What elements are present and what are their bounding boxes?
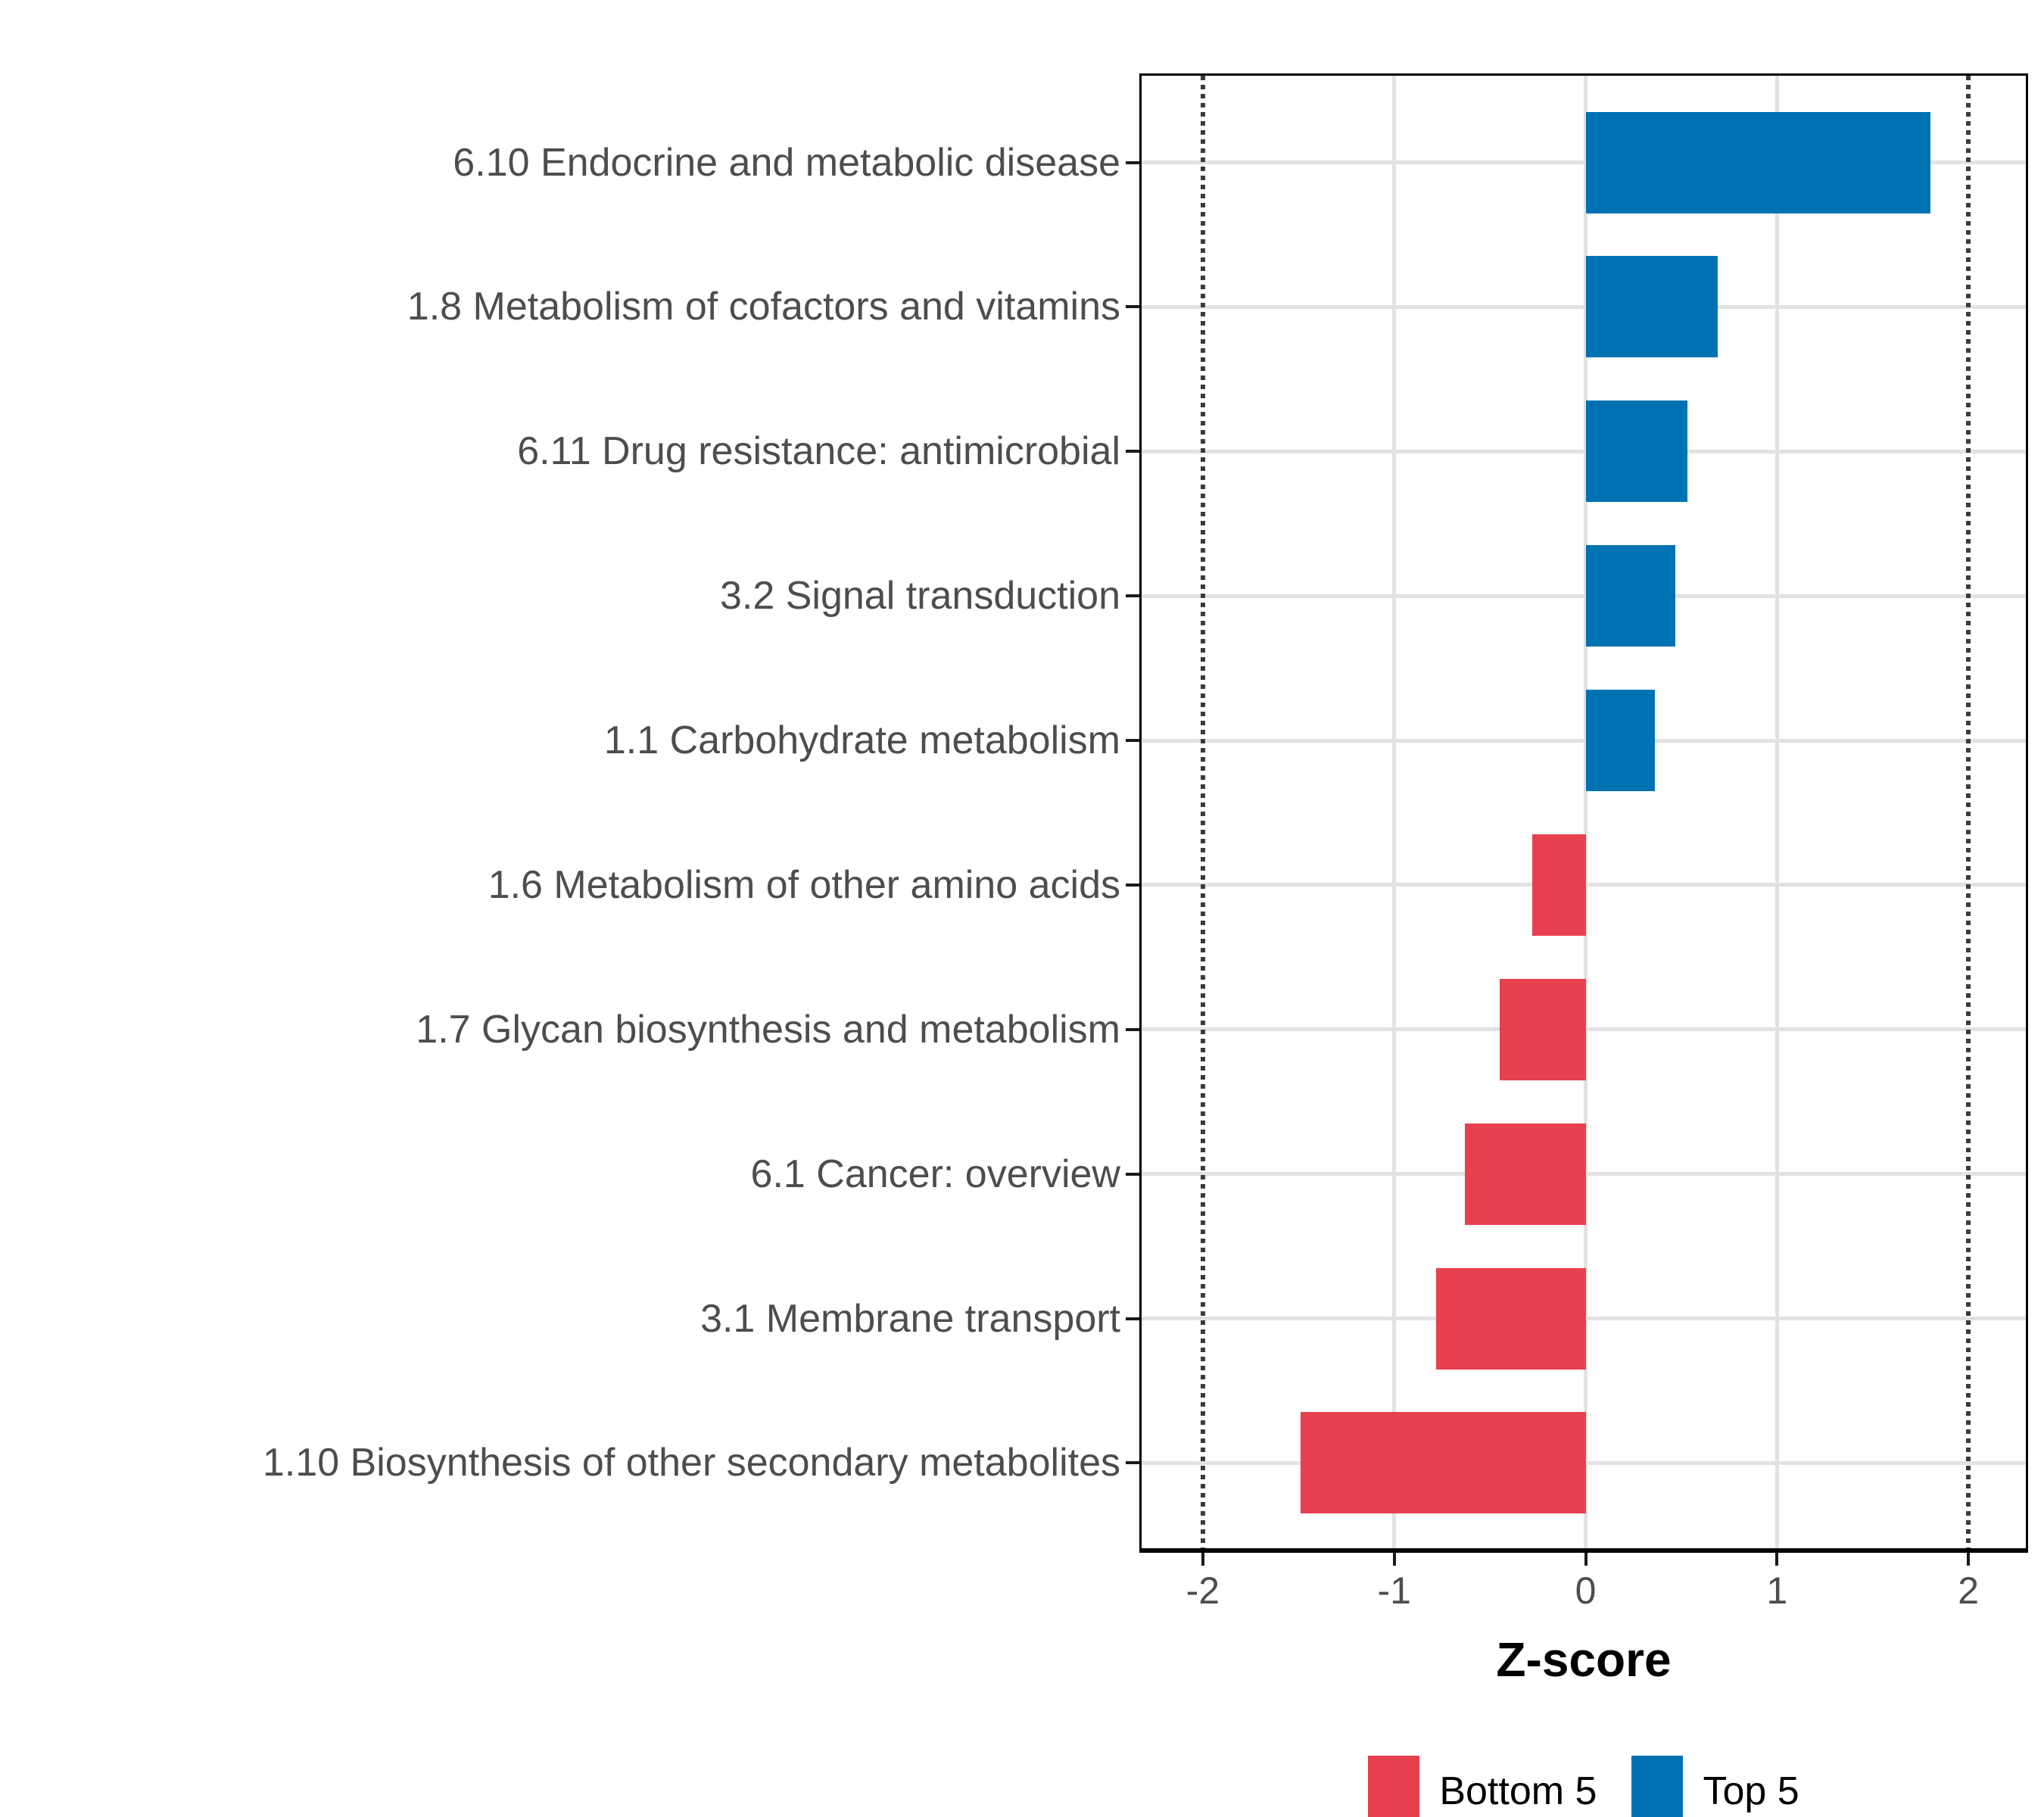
y-tick (1126, 305, 1139, 309)
bar (1436, 1267, 1586, 1370)
grid-line-horizontal (1142, 738, 2026, 743)
bar (1585, 256, 1718, 358)
x-tick (1584, 1552, 1588, 1566)
reference-line-dotted (1200, 76, 1205, 1550)
x-tick (1392, 1552, 1396, 1566)
category-label: 6.10 Endocrine and metabolic disease (453, 140, 1120, 185)
legend-label: Top 5 (1703, 1769, 1799, 1813)
category-label: 1.1 Carbohydrate metabolism (603, 718, 1120, 763)
x-tick (1967, 1552, 1971, 1566)
bar (1585, 690, 1655, 792)
legend-swatch (1631, 1755, 1684, 1817)
grid-line-horizontal (1142, 594, 2026, 598)
category-label: 1.8 Metabolism of cofactors and vitamins (407, 285, 1120, 329)
category-label: 1.10 Biosynthesis of other secondary met… (262, 1441, 1120, 1485)
bar (1585, 545, 1676, 647)
bar (1585, 111, 1930, 213)
x-tick-label: -1 (1377, 1569, 1411, 1612)
x-tick (1775, 1552, 1779, 1566)
category-label: 3.1 Membrane transport (700, 1296, 1120, 1341)
legend-swatch (1368, 1755, 1420, 1817)
y-tick (1126, 1461, 1139, 1465)
grid-line-horizontal (1142, 449, 2026, 453)
x-tick-label: 2 (1958, 1569, 1980, 1612)
legend: Bottom 5 Top 5 (1142, 1755, 2026, 1817)
legend-label: Bottom 5 (1439, 1769, 1597, 1813)
bar (1300, 1412, 1586, 1514)
x-tick-label: 0 (1575, 1569, 1597, 1612)
y-tick (1126, 739, 1139, 743)
category-label: 6.1 Cancer: overview (750, 1152, 1120, 1196)
grid-line-horizontal (1142, 161, 2026, 165)
reference-line-dotted (1966, 76, 1971, 1550)
legend-item: Top 5 (1631, 1755, 1799, 1817)
grid-line-vertical (1774, 76, 1779, 1550)
y-tick (1126, 161, 1139, 164)
x-axis-title: Z-score (1496, 1632, 1672, 1687)
y-tick (1126, 450, 1139, 453)
bar (1499, 978, 1586, 1080)
grid-line-horizontal (1142, 304, 2026, 309)
category-label: 1.6 Metabolism of other amino acids (488, 862, 1120, 907)
y-tick (1126, 594, 1139, 598)
y-tick (1126, 1172, 1139, 1176)
bar (1531, 834, 1586, 936)
x-tick-label: -2 (1186, 1569, 1220, 1612)
category-label: 3.2 Signal transduction (719, 574, 1120, 619)
bar (1465, 1123, 1586, 1225)
category-label: 6.11 Drug resistance: antimicrobial (517, 429, 1120, 474)
x-tick (1201, 1552, 1204, 1566)
grid-line-vertical (1584, 76, 1588, 1550)
legend-item: Bottom 5 (1368, 1755, 1597, 1817)
x-tick-label: 1 (1766, 1569, 1788, 1612)
y-tick (1126, 883, 1139, 887)
bar (1585, 400, 1687, 503)
y-tick (1126, 1027, 1139, 1031)
grid-line-vertical (1392, 76, 1397, 1550)
y-tick (1126, 1317, 1139, 1320)
category-label: 1.7 Glycan biosynthesis and metabolism (416, 1007, 1120, 1052)
x-axis-line (1139, 1548, 2028, 1553)
